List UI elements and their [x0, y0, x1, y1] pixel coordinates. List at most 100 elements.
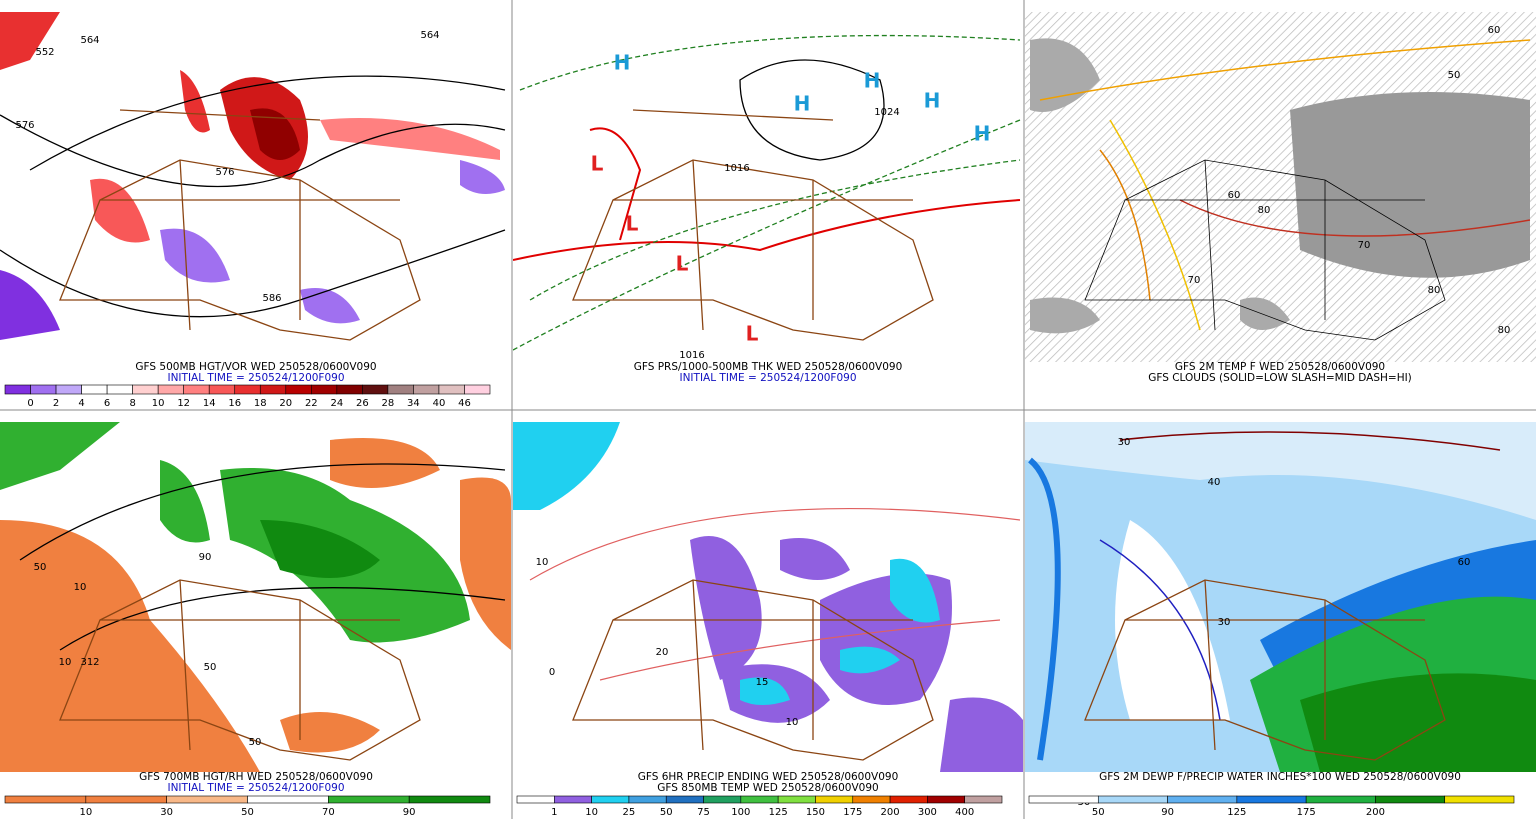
colorbar-label: 90	[1161, 807, 1174, 818]
colorbar-swatch	[234, 384, 261, 395]
colorbar-swatch	[665, 795, 704, 804]
map-label: 10	[536, 557, 549, 568]
colorbar-swatch	[247, 795, 329, 804]
colorbar-swatch	[55, 384, 82, 395]
colorbar-swatch	[259, 384, 287, 395]
map-label: 312	[80, 657, 99, 668]
colorbar-label: 34	[407, 398, 420, 409]
map-label: 576	[15, 120, 34, 131]
map-label: H	[974, 122, 991, 146]
map-pressure	[513, 34, 1021, 351]
map-label: 60	[1488, 25, 1501, 36]
map-label: 80	[1258, 205, 1271, 216]
map-label: 564	[420, 30, 439, 41]
map-label: 1016	[679, 350, 704, 361]
caption: GFS CLOUDS (SOLID=LOW SLASH=MID DASH=HI)	[1148, 372, 1412, 384]
map-label: L	[591, 152, 604, 176]
caption: GFS 2M TEMP F WED 250528/0600V090	[1175, 361, 1385, 373]
map-dewpoint	[1025, 422, 1536, 772]
map-label: H	[924, 89, 941, 113]
map-label: 50	[34, 562, 47, 573]
caption: GFS PRS/1000-500MB THK WED 250528/0600V0…	[634, 361, 903, 373]
colorbar-swatch	[183, 384, 210, 395]
colorbar-swatch	[328, 795, 410, 804]
colorbar-swatch	[628, 795, 667, 804]
colorbar-swatch	[336, 384, 363, 395]
colorbar-label: 70	[322, 807, 335, 818]
colorbar-swatch	[438, 384, 465, 395]
colorbar-swatch	[413, 384, 440, 395]
map-label: 50	[1448, 70, 1461, 81]
colorbar-label: 200	[881, 807, 900, 818]
caption: GFS 700MB HGT/RH WED 250528/0600V090	[139, 771, 373, 783]
colorbar-swatch	[852, 795, 891, 804]
caption: GFS 850MB TEMP WED 250528/0600V090	[657, 782, 878, 794]
map-label: 586	[262, 293, 281, 304]
colorbar-swatch	[1167, 795, 1238, 804]
colorbar-swatch	[81, 384, 108, 395]
colorbar-swatch	[591, 795, 630, 804]
map-precip	[513, 422, 1023, 772]
colorbar-swatch	[208, 384, 236, 395]
colorbar-label: 75	[697, 807, 710, 818]
colorbar-swatch	[1097, 795, 1168, 804]
colorbar-label: 125	[769, 807, 788, 818]
colorbar-swatch	[285, 384, 312, 395]
colorbar-label: 150	[806, 807, 825, 818]
colorbar-swatch	[4, 384, 31, 395]
colorbar-swatch	[132, 384, 159, 395]
colorbar-label: 28	[382, 398, 395, 409]
map-label: 50	[204, 662, 217, 673]
colorbar-label: 16	[228, 398, 241, 409]
map-label: 50	[249, 737, 262, 748]
caption: INITIAL TIME = 250524/1200F090	[679, 372, 856, 384]
map-label: 10	[74, 582, 87, 593]
colorbar-swatch	[740, 795, 779, 804]
map-label: 15	[756, 677, 769, 688]
colorbar-swatch	[362, 384, 389, 395]
colorbar-label: 6	[104, 398, 110, 409]
map-label: 10	[786, 717, 799, 728]
colorbar-label: 40	[433, 398, 446, 409]
colorbar-swatch	[927, 795, 965, 804]
map-700mb	[0, 422, 511, 772]
map-label: 30	[1218, 617, 1231, 628]
map-label: H	[864, 69, 881, 93]
colorbar-label: 22	[305, 398, 318, 409]
colorbar-label: 24	[330, 398, 343, 409]
colorbar-swatch	[4, 795, 87, 804]
colorbar-label: 175	[1297, 807, 1316, 818]
colorbar-swatch	[166, 795, 248, 804]
colorbar-label: 8	[129, 398, 135, 409]
caption: GFS 500MB HGT/VOR WED 250528/0600V090	[135, 361, 376, 373]
colorbar-label: 46	[458, 398, 471, 409]
map-label: 576	[215, 167, 234, 178]
colorbar-label: 200	[1366, 807, 1385, 818]
colorbar-swatch	[703, 795, 742, 804]
colorbar-swatch	[464, 384, 491, 395]
map-label: 30	[1118, 437, 1131, 448]
colorbar-label: 90	[403, 807, 416, 818]
map-label: L	[676, 252, 689, 276]
colorbar-label: 1	[551, 807, 557, 818]
colorbar-swatch	[387, 384, 414, 395]
colorbar-label: 4	[78, 398, 84, 409]
map-label: 1024	[874, 107, 899, 118]
map-label: 80	[1428, 285, 1441, 296]
colorbar-label: 10	[585, 807, 598, 818]
colorbar-label: 25	[623, 807, 636, 818]
map-label: 60	[1228, 190, 1241, 201]
map-label: 0	[549, 667, 555, 678]
colorbar-label: 400	[955, 807, 974, 818]
colorbar-label: 100	[731, 807, 750, 818]
colorbar-label: 18	[254, 398, 267, 409]
colorbar-swatch	[408, 795, 491, 804]
colorbar-swatch	[1236, 795, 1307, 804]
colorbar-label: 2	[53, 398, 59, 409]
colorbar-label: 10	[152, 398, 165, 409]
map-500mb	[0, 12, 506, 341]
colorbar-label: 0	[27, 398, 33, 409]
map-label: 1016	[724, 163, 749, 174]
colorbar-swatch	[1305, 795, 1376, 804]
caption: GFS 2M DEWP F/PRECIP WATER INCHES*100 WE…	[1099, 771, 1461, 783]
